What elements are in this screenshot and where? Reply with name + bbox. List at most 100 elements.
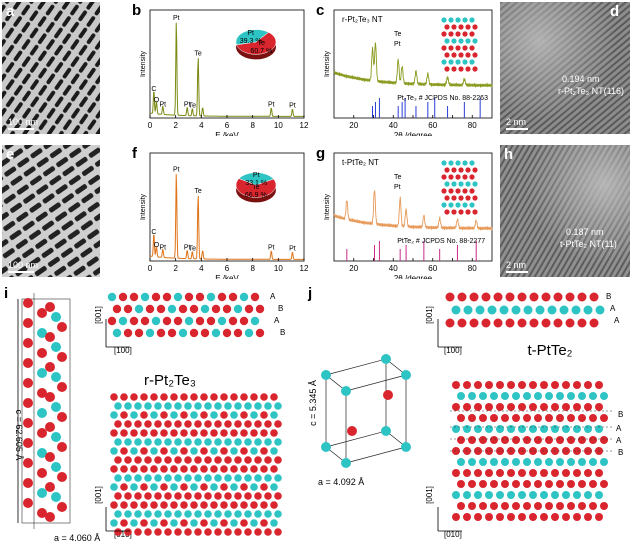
atom-i-bulk [230, 393, 238, 401]
atom-i-bulk [250, 411, 258, 419]
inset-atom [462, 31, 468, 37]
x-axis-label: 2θ /degree [394, 131, 433, 136]
atom-i-bulk [164, 456, 172, 464]
atom-i-bulk [184, 492, 192, 500]
inset-atom [441, 45, 447, 51]
scale-bar-a [8, 128, 34, 130]
atom-i-col [57, 502, 67, 512]
atom-i-bulk [114, 456, 122, 464]
atom-j-bulk [457, 414, 465, 422]
atom-j-top [577, 292, 587, 302]
atom-j-bulk [512, 414, 520, 422]
atom-i-col [37, 368, 47, 378]
atom-i-bulk [154, 438, 162, 446]
atom-j-bulk [507, 469, 515, 477]
i-title: r-Pt₂Te₃ [144, 372, 196, 389]
atom-i-col [23, 418, 33, 428]
atom-j-bulk [468, 458, 476, 466]
atom-i-bulk [134, 510, 142, 518]
atom-j-bulk [468, 502, 476, 510]
atom-i-bulk [170, 447, 178, 455]
atom-i-top [206, 316, 216, 326]
atom-i-bulk [240, 447, 248, 455]
atom-i-bulk [250, 429, 258, 437]
atom-i-bulk [154, 528, 162, 536]
inset-atom [448, 17, 454, 23]
atom-i-col [23, 458, 33, 468]
atom-j-bulk [501, 414, 509, 422]
atom-j-bulk [485, 381, 493, 389]
atom-i-top [255, 328, 265, 338]
inset-atom [469, 160, 475, 166]
atom-j-bulk [567, 480, 575, 488]
atom-i-bulk [144, 510, 152, 518]
corner-atom-j [401, 370, 411, 380]
atom-i-bulk [264, 528, 272, 536]
atom-j-bulk [595, 403, 603, 411]
atom-i-bulk [110, 501, 118, 509]
inset-atom [462, 59, 468, 65]
inset-atom [472, 195, 478, 201]
atom-j-bulk [474, 469, 482, 477]
atom-i-bulk [140, 411, 148, 419]
atom-i-bulk [140, 483, 148, 491]
atom-j-bulk [468, 392, 476, 400]
atom-i-col [23, 398, 33, 408]
atom-j-bulk [474, 425, 482, 433]
atom-j-bulk [584, 513, 592, 521]
peak-label-5: Te [189, 245, 197, 252]
atom-i-bulk [254, 402, 262, 410]
atom-j-bulk [457, 502, 465, 510]
atom-j-top [445, 292, 455, 302]
atom-i-bulk [174, 528, 182, 536]
panel-label-b: b [132, 2, 142, 19]
pie-slice-te [235, 178, 277, 198]
atom-i-top [173, 316, 183, 326]
x-tick-label-2: 4 [199, 121, 204, 130]
atom-j-bulk [573, 381, 581, 389]
peak-label-6: Te [194, 188, 202, 195]
inset-atom [444, 38, 450, 44]
atom-i-bulk [194, 510, 202, 518]
atom-j-bulk [490, 502, 498, 510]
atom-j-bulk [534, 458, 542, 466]
x-tick-label-0: 0 [148, 121, 153, 130]
atom-i-bulk [174, 456, 182, 464]
atom-j-bulk [518, 381, 526, 389]
atom-i-bulk [244, 528, 252, 536]
atom-j-bulk [479, 480, 487, 488]
atom-i-bulk [264, 492, 272, 500]
atom-i-bulk [170, 411, 178, 419]
inset-atom [455, 45, 461, 51]
atom-i-bulk [240, 429, 248, 437]
x-tick-label-4: 60 [428, 264, 437, 273]
atom-j-bulk [600, 414, 608, 422]
atom-j-bulk [452, 491, 460, 499]
inset-atom [472, 181, 478, 187]
inset-atom [462, 188, 468, 194]
atom-j-top [553, 292, 563, 302]
atom-j-bulk [496, 469, 504, 477]
peak-label-1: O [154, 97, 160, 104]
spectrum-line [149, 174, 304, 260]
inset-atom [441, 59, 447, 65]
atom-j-bulk [452, 425, 460, 433]
inset-atom [444, 52, 450, 58]
atom-j-top [571, 305, 581, 315]
atom-i-bulk [130, 501, 138, 509]
atom-i-bulk [110, 447, 118, 455]
panel-label-h: h [504, 146, 514, 163]
atom-j-bulk [474, 513, 482, 521]
x-tick-label-5: 10 [274, 121, 283, 130]
inset-atom [472, 167, 478, 173]
peak-label-0: C [151, 229, 156, 236]
atom-j-top [469, 318, 479, 328]
atom-i-top [118, 316, 128, 326]
legend-pt: Pt [394, 41, 401, 48]
atom-i-top [151, 316, 161, 326]
atom-i-bulk [240, 501, 248, 509]
atom-i-bulk [160, 393, 168, 401]
atom-i-bulk [214, 420, 222, 428]
atom-j-top [565, 318, 575, 328]
atom-i-col [23, 298, 33, 308]
